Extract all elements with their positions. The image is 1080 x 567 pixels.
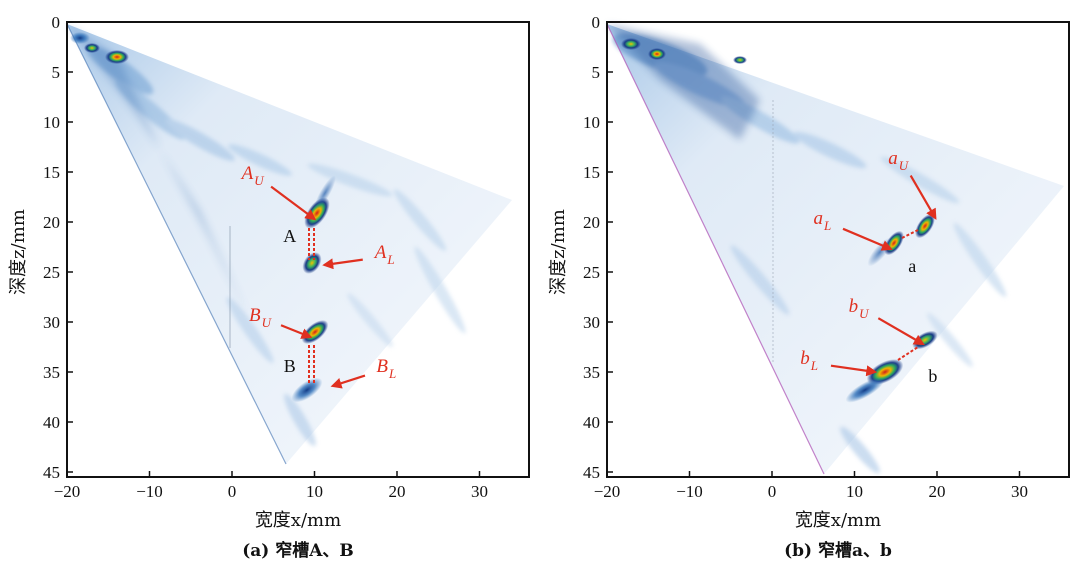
flaw-point-label: B xyxy=(284,356,296,376)
flaw-point-label: A xyxy=(283,226,296,246)
x-axis-label-a: 宽度x/mm xyxy=(255,510,341,531)
sector-wedge xyxy=(607,24,1064,474)
y-tick-label: 30 xyxy=(583,313,600,332)
y-tick-label: 25 xyxy=(583,263,600,282)
y-tick-label: 5 xyxy=(592,63,601,82)
axes-b: −20 −10 0 10 20 30 0 5 10 15 20 25 30 35 40 45 xyxy=(583,13,1028,501)
annotation-arrow xyxy=(322,258,363,270)
y-tick-label: 35 xyxy=(583,363,600,382)
y-tick-label: 0 xyxy=(52,13,61,32)
x-tick-label: −20 xyxy=(54,482,81,501)
y-tick-label: 40 xyxy=(43,413,60,432)
y-tick-label: 0 xyxy=(592,13,601,32)
annotation-arrow xyxy=(830,364,878,377)
annotation-arrow xyxy=(330,374,366,389)
annotation-arrow xyxy=(909,174,937,220)
dashed-link-a xyxy=(901,229,919,239)
y-tick-label: 30 xyxy=(43,313,60,332)
axes-a: −20 −10 0 10 20 30 0 5 10 15 20 25 30 35 40 45 xyxy=(43,13,488,501)
y-tick-label: 25 xyxy=(43,263,60,282)
y-tick-label: 15 xyxy=(43,163,60,182)
x-tick-label: 20 xyxy=(389,482,406,501)
dashed-link-A xyxy=(308,228,315,260)
x-tick-label: 10 xyxy=(846,482,863,501)
y-tick-label: 10 xyxy=(583,113,600,132)
annotation-label: BL xyxy=(376,356,396,381)
x-tick-label: 0 xyxy=(228,482,237,501)
y-tick-label: 35 xyxy=(43,363,60,382)
y-tick-label: 20 xyxy=(583,213,600,232)
annotation-arrow xyxy=(280,324,313,339)
caption-b: (b) 窄槽a、b xyxy=(784,540,892,561)
echo-a-upper xyxy=(915,213,935,239)
x-tick-label: 30 xyxy=(1011,482,1028,501)
plot-frame-a xyxy=(66,21,530,478)
y-axis-label-b: 深度z/mm xyxy=(548,209,569,295)
y-axis-label-a: 深度z/mm xyxy=(8,209,29,295)
x-tick-label: 30 xyxy=(471,482,488,501)
x-axis-label-b: 宽度x/mm xyxy=(795,510,881,531)
caption-a: (a) 窄槽A、B xyxy=(242,540,354,561)
x-tick-label: −10 xyxy=(136,482,163,501)
y-tick-label: 5 xyxy=(52,63,61,82)
echo-B-lower xyxy=(291,377,323,403)
dashed-link-b xyxy=(897,346,919,361)
x-tick-label: 0 xyxy=(768,482,777,501)
flaw-point-label: b xyxy=(928,366,937,386)
y-tick-label: 20 xyxy=(43,213,60,232)
y-tick-label: 40 xyxy=(583,413,600,432)
x-tick-label: 20 xyxy=(929,482,946,501)
annotation-arrow xyxy=(877,317,925,346)
y-tick-label: 45 xyxy=(43,463,60,482)
sector-image-a xyxy=(66,23,512,465)
echo-A-upper xyxy=(304,197,330,229)
plot-frame-b xyxy=(606,21,1070,478)
y-tick-label: 45 xyxy=(583,463,600,482)
x-tick-label: −20 xyxy=(594,482,621,501)
dashed-link-B xyxy=(308,345,315,383)
x-tick-label: −10 xyxy=(676,482,703,501)
y-tick-label: 10 xyxy=(43,113,60,132)
annotation-arrow xyxy=(270,185,317,221)
y-tick-label: 15 xyxy=(583,163,600,182)
echo-A-lower xyxy=(302,252,322,274)
sector-image-b xyxy=(606,23,1064,475)
x-tick-label: 10 xyxy=(306,482,323,501)
annotation-arrow xyxy=(842,227,893,251)
flaw-point-label: a xyxy=(908,256,916,276)
